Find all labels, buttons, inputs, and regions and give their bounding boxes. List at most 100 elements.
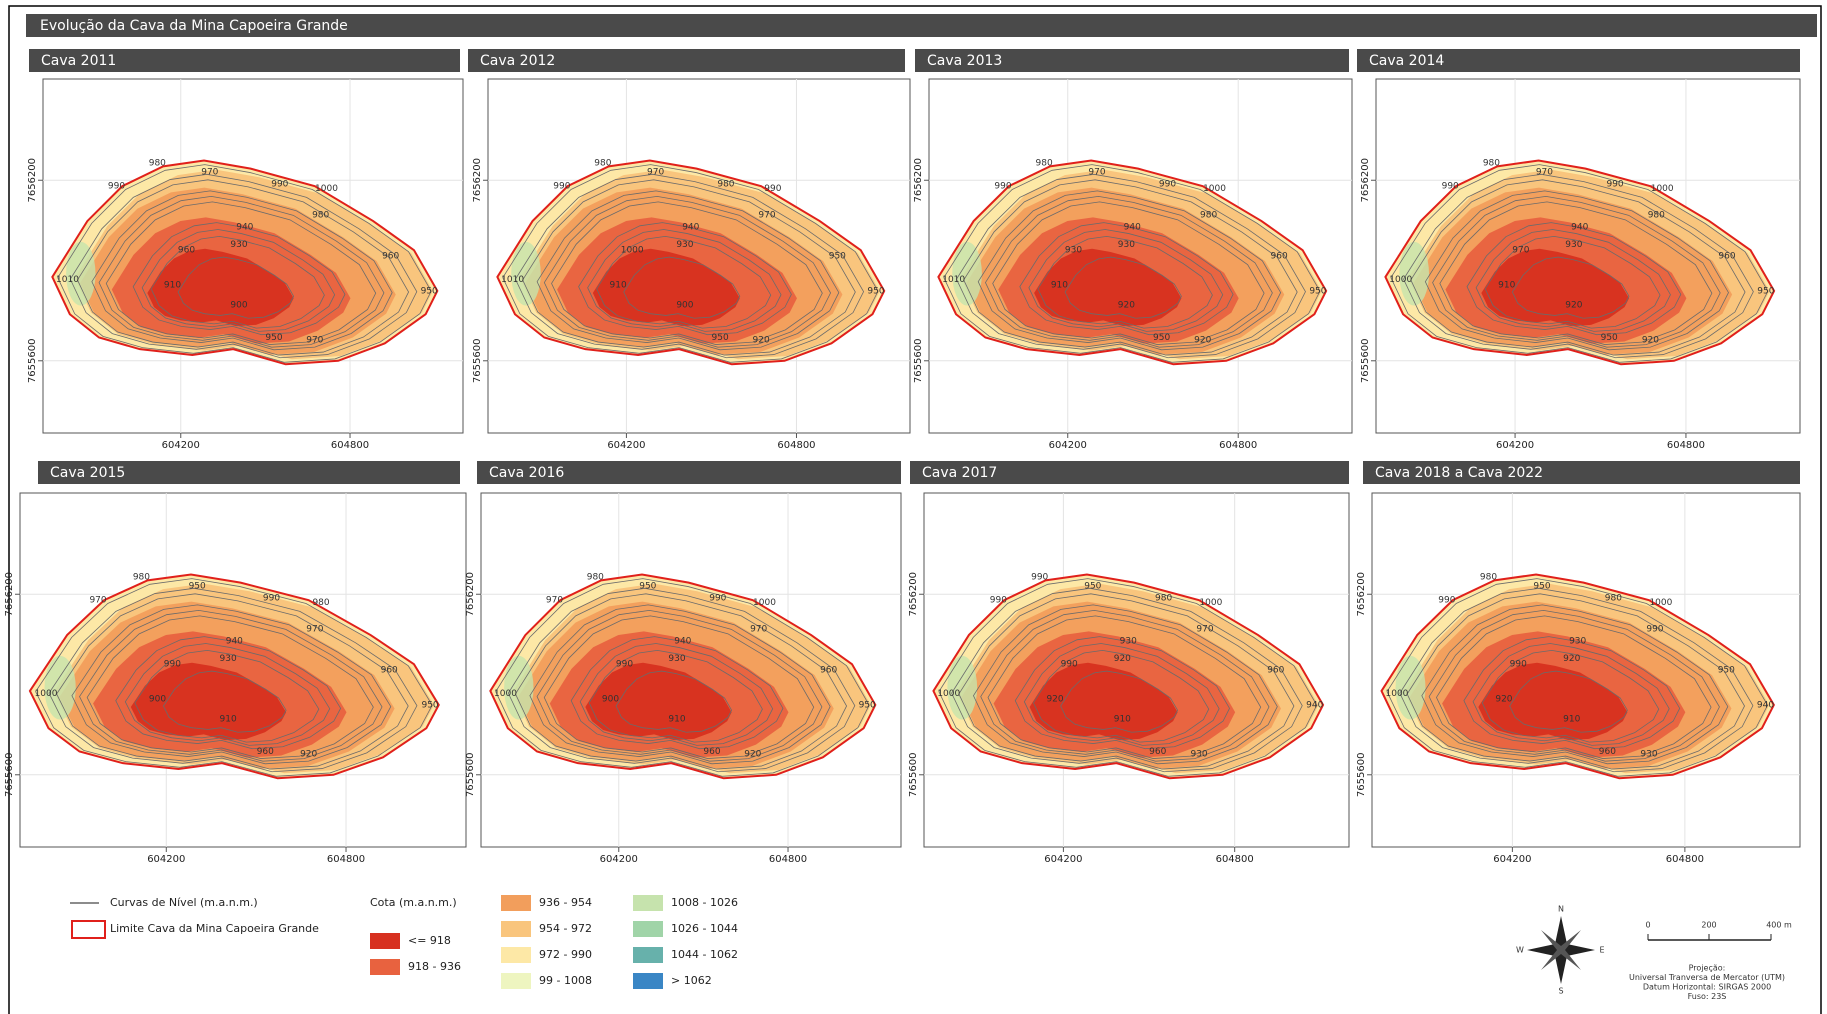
contour-label: 990 bbox=[994, 182, 1011, 192]
contour-label: 960 bbox=[1267, 666, 1284, 676]
contour-label: 980 bbox=[1155, 593, 1172, 603]
contour-label: 990 bbox=[1510, 660, 1527, 670]
contour-label: 990 bbox=[1646, 625, 1663, 635]
contour-label: 990 bbox=[164, 660, 181, 670]
y-tick-label: 7655600 bbox=[27, 339, 38, 384]
contour-label: 990 bbox=[108, 182, 125, 192]
contour-label: 950 bbox=[712, 333, 729, 343]
contour-label: 970 bbox=[201, 168, 218, 178]
x-tick-label: 604800 bbox=[1667, 440, 1705, 451]
contour-label: 990 bbox=[616, 660, 633, 670]
contour-label: 980 bbox=[1648, 211, 1665, 221]
compass-letter: W bbox=[1516, 946, 1524, 955]
contour-label: 910 bbox=[1498, 281, 1515, 291]
west-slope bbox=[66, 242, 95, 306]
contour-label: 970 bbox=[758, 211, 775, 221]
contour-label: 940 bbox=[1571, 222, 1588, 232]
contour-label: 910 bbox=[164, 281, 181, 291]
contour-label: 980 bbox=[133, 572, 150, 582]
contour-label: 930 bbox=[220, 654, 237, 664]
legend-class-label: 99 - 1008 bbox=[539, 974, 592, 987]
y-tick-label: 7655600 bbox=[1360, 339, 1371, 384]
panel-title: Cava 2015 bbox=[50, 465, 125, 481]
x-tick-label: 604800 bbox=[1666, 854, 1704, 865]
panel-title: Cava 2018 a Cava 2022 bbox=[1375, 465, 1543, 481]
contour-label: 990 bbox=[1031, 572, 1048, 582]
panel-title: Cava 2017 bbox=[922, 465, 997, 481]
west-slope bbox=[1399, 242, 1429, 306]
contour-label: 980 bbox=[312, 598, 329, 608]
x-tick-label: 604800 bbox=[331, 440, 369, 451]
scale-label: 400 m bbox=[1766, 921, 1792, 930]
contour-label: 1000 bbox=[35, 689, 58, 699]
y-tick-label: 7655600 bbox=[1356, 753, 1367, 798]
y-tick-label: 7656200 bbox=[1360, 158, 1371, 203]
legend-swatch bbox=[370, 959, 400, 975]
contour-label: 940 bbox=[682, 222, 699, 232]
contour-label: 970 bbox=[306, 335, 323, 345]
x-tick-label: 604800 bbox=[777, 440, 815, 451]
projection-text: Projeção: bbox=[1689, 964, 1726, 973]
x-tick-label: 604200 bbox=[162, 440, 200, 451]
west-slope bbox=[1396, 656, 1426, 720]
contour-label: 940 bbox=[674, 636, 691, 646]
legend-class-label: 936 - 954 bbox=[539, 896, 592, 909]
contour-label: 980 bbox=[1036, 158, 1053, 168]
contour-label: 950 bbox=[189, 582, 206, 592]
legend-contour-label: Curvas de Nível (m.a.n.m.) bbox=[110, 896, 258, 909]
contour-label: 1000 bbox=[1651, 184, 1674, 194]
contour-label: 910 bbox=[1563, 714, 1580, 724]
y-tick-label: 7656200 bbox=[908, 572, 919, 617]
contour-label: 930 bbox=[1569, 636, 1586, 646]
contour-label: 990 bbox=[1438, 596, 1455, 606]
legend-swatch bbox=[633, 895, 663, 911]
contour-label: 930 bbox=[1640, 749, 1657, 759]
x-tick-label: 604800 bbox=[1216, 854, 1254, 865]
y-tick-label: 7656200 bbox=[1356, 572, 1367, 617]
contour-label: 920 bbox=[300, 749, 317, 759]
west-slope bbox=[511, 242, 541, 306]
panel-title: Cava 2013 bbox=[927, 53, 1002, 69]
contour-label: 930 bbox=[230, 240, 247, 250]
contour-label: 930 bbox=[668, 654, 685, 664]
y-tick-label: 7655600 bbox=[908, 753, 919, 798]
y-tick-label: 7656200 bbox=[4, 572, 15, 617]
contour-label: 950 bbox=[1601, 333, 1618, 343]
contour-label: 980 bbox=[149, 158, 166, 168]
contour-label: 970 bbox=[1512, 246, 1529, 256]
contour-label: 950 bbox=[421, 700, 438, 710]
contour-label: 960 bbox=[820, 666, 837, 676]
contour-label: 980 bbox=[1605, 593, 1622, 603]
contour-label: 1000 bbox=[1386, 689, 1409, 699]
x-tick-label: 604200 bbox=[1049, 440, 1087, 451]
contour-label: 960 bbox=[1149, 747, 1166, 757]
contour-label: 1000 bbox=[1199, 598, 1222, 608]
contour-label: 1000 bbox=[1649, 598, 1672, 608]
contour-label: 940 bbox=[236, 222, 253, 232]
contour-label: 920 bbox=[1118, 300, 1135, 310]
contour-label: 970 bbox=[1196, 625, 1213, 635]
contour-label: 930 bbox=[1565, 240, 1582, 250]
contour-label: 950 bbox=[1718, 666, 1735, 676]
legend-swatch bbox=[501, 973, 531, 989]
contour-label: 930 bbox=[1120, 636, 1137, 646]
legend-swatch bbox=[633, 973, 663, 989]
legend-elevation-title: Cota (m.a.n.m.) bbox=[370, 896, 457, 909]
contour-label: 1010 bbox=[501, 275, 524, 285]
contour-label: 910 bbox=[1114, 714, 1131, 724]
contour-label: 960 bbox=[382, 252, 399, 262]
contour-label: 970 bbox=[546, 596, 563, 606]
y-tick-label: 7656200 bbox=[465, 572, 476, 617]
contour-label: 990 bbox=[553, 182, 570, 192]
contour-label: 950 bbox=[859, 700, 876, 710]
contour-label: 990 bbox=[990, 596, 1007, 606]
contour-label: 1010 bbox=[56, 275, 79, 285]
contour-label: 940 bbox=[226, 636, 243, 646]
contour-label: 900 bbox=[149, 695, 166, 705]
y-tick-label: 7656200 bbox=[913, 158, 924, 203]
x-tick-label: 604200 bbox=[1493, 854, 1531, 865]
scale-label: 200 bbox=[1701, 921, 1716, 930]
contour-label: 930 bbox=[1118, 240, 1135, 250]
x-tick-label: 604800 bbox=[1219, 440, 1257, 451]
contour-label: 900 bbox=[602, 695, 619, 705]
